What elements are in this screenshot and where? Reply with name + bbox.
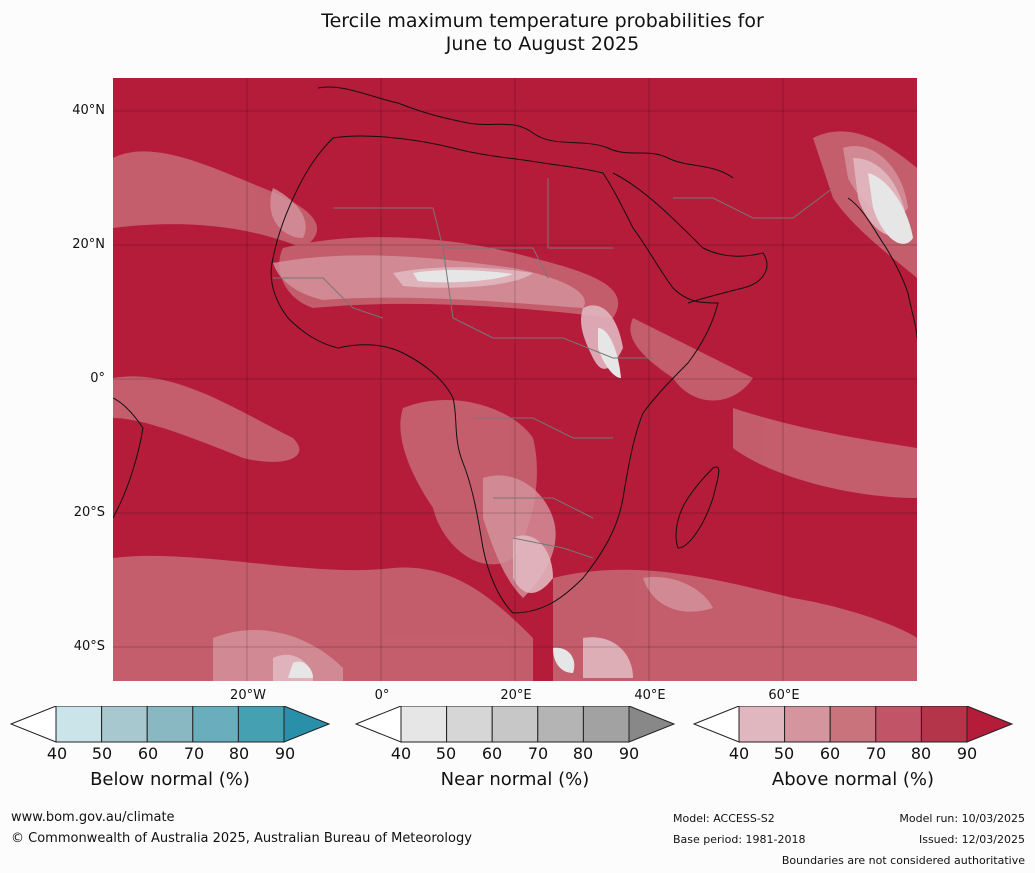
lon-tick-0: 0° <box>374 688 390 703</box>
map-svg <box>113 78 917 681</box>
footer-model: Model: ACCESS-S2 <box>673 812 775 825</box>
cbar-tick: 80 <box>228 744 250 763</box>
cbar-tick: 50 <box>773 744 795 763</box>
near-normal-colorbar <box>355 706 676 743</box>
cbar-tick: 90 <box>274 744 296 763</box>
colorbar-high-arrow <box>966 706 1014 743</box>
cbar-tick: 40 <box>728 744 750 763</box>
footer-model-run: Model run: 10/03/2025 <box>899 812 1025 825</box>
footer-disclaimer: Boundaries are not considered authoritat… <box>781 854 1025 867</box>
colorbar-segment <box>55 706 103 743</box>
lon-tick-20w: 20°W <box>230 688 266 703</box>
title-line-1: Tercile maximum temperature probabilitie… <box>321 10 764 32</box>
colorbar-segment <box>738 706 786 743</box>
colorbar-segment <box>101 706 148 743</box>
map-title: Tercile maximum temperature probabilitie… <box>0 10 1035 56</box>
cbar-tick: 60 <box>481 744 503 763</box>
cbar-tick: 40 <box>46 744 68 763</box>
lon-tick-40e: 40°E <box>634 688 666 703</box>
colorbar-segment <box>237 706 285 743</box>
colorbar-segment <box>146 706 194 743</box>
country-borders <box>273 178 834 559</box>
cbar-tick: 60 <box>819 744 841 763</box>
above-normal-colorbar <box>693 706 1014 743</box>
cbar-tick: 50 <box>91 744 113 763</box>
colorbar-segment <box>920 706 968 743</box>
lat-tick-40n: 40°N <box>72 103 105 118</box>
coastlines <box>113 86 917 614</box>
cbar-tick: 60 <box>137 744 159 763</box>
patches-near-normal <box>288 173 913 678</box>
cbar-tick: 50 <box>435 744 457 763</box>
cbar-tick: 90 <box>618 744 640 763</box>
colorbar-low-arrow <box>10 706 57 743</box>
colorbar-segment <box>400 706 448 743</box>
lon-tick-60e: 60°E <box>768 688 800 703</box>
colorbar-segment <box>784 706 831 743</box>
colorbar-segment <box>875 706 922 743</box>
cbar-tick: 40 <box>390 744 412 763</box>
graticule <box>113 78 917 681</box>
probability-map <box>113 78 917 681</box>
colorbar-segment <box>537 706 584 743</box>
below-normal-label: Below normal (%) <box>90 769 250 790</box>
colorbar-low-arrow <box>693 706 740 743</box>
lat-tick-40s: 40°S <box>73 639 105 654</box>
colorbar-low-arrow <box>355 706 402 743</box>
cbar-tick: 80 <box>910 744 932 763</box>
near-normal-label: Near normal (%) <box>440 769 590 790</box>
above-normal-label: Above normal (%) <box>771 769 935 790</box>
colorbar-segment <box>491 706 539 743</box>
footer-url: www.bom.gov.au/climate <box>11 810 175 825</box>
colorbar-high-arrow <box>628 706 676 743</box>
colorbar-segment <box>192 706 239 743</box>
lat-tick-20n: 20°N <box>72 237 105 252</box>
lat-tick-0: 0° <box>90 371 105 386</box>
footer-copyright: © Commonwealth of Australia 2025, Austra… <box>11 831 472 846</box>
colorbar-segment <box>582 706 630 743</box>
cbar-tick: 70 <box>183 744 205 763</box>
cbar-tick: 90 <box>956 744 978 763</box>
colorbar-segment <box>446 706 493 743</box>
title-line-2: June to August 2025 <box>445 33 640 55</box>
footer-base-period: Base period: 1981-2018 <box>673 833 806 846</box>
cbar-tick: 70 <box>865 744 887 763</box>
below-normal-colorbar <box>10 706 331 743</box>
footer-issued: Issued: 12/03/2025 <box>918 833 1025 846</box>
colorbar-segment <box>829 706 877 743</box>
colorbar-high-arrow <box>283 706 331 743</box>
lat-tick-20s: 20°S <box>73 505 105 520</box>
cbar-tick: 80 <box>572 744 594 763</box>
lon-tick-20e: 20°E <box>500 688 532 703</box>
cbar-tick: 70 <box>527 744 549 763</box>
